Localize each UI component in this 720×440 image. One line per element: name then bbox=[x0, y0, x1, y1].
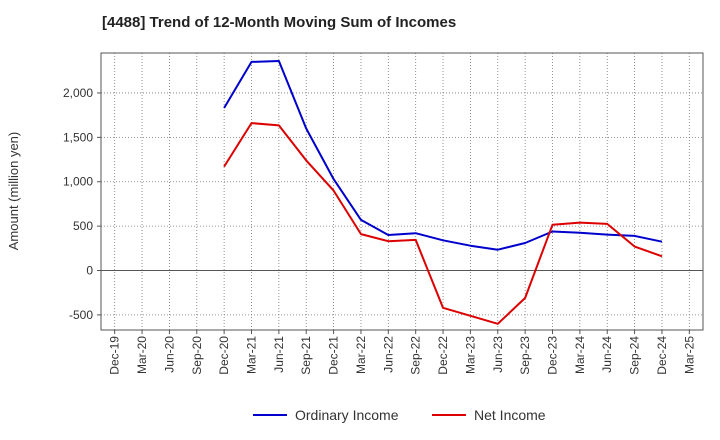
legend: Ordinary Income Net Income bbox=[253, 407, 546, 423]
y-tick-label: 1,500 bbox=[63, 130, 93, 144]
chart-title: [4488] Trend of 12-Month Moving Sum of I… bbox=[102, 14, 457, 31]
x-tick-label: Mar-21 bbox=[245, 336, 259, 374]
x-tick-label: Mar-20 bbox=[135, 336, 149, 374]
y-axis-title: Amount (million yen) bbox=[6, 132, 21, 251]
x-tick-label: Jun-22 bbox=[381, 336, 395, 373]
x-tick-label: Jun-20 bbox=[162, 336, 176, 373]
x-tick-label: Jun-21 bbox=[272, 336, 286, 373]
x-tick-label: Mar-23 bbox=[463, 336, 477, 374]
x-tick-label: Dec-24 bbox=[655, 336, 669, 375]
x-tick-label: Sep-22 bbox=[409, 336, 423, 375]
plot-area bbox=[101, 53, 703, 330]
x-tick-label: Dec-20 bbox=[217, 336, 231, 375]
x-tick-label: Mar-24 bbox=[573, 336, 587, 374]
plot-frame bbox=[100, 52, 704, 331]
y-tick-label: 0 bbox=[86, 264, 93, 278]
x-tick-labels: Dec-19 Mar-20 Jun-20 Sep-20 Dec-20 Mar-21 Jun-… bbox=[108, 330, 696, 375]
x-tick-label: Sep-23 bbox=[518, 336, 532, 375]
y-tick-label: 1,000 bbox=[63, 175, 93, 189]
x-tick-label: Sep-24 bbox=[628, 336, 642, 375]
x-tick-label: Dec-22 bbox=[436, 336, 450, 375]
x-tick-label: Dec-19 bbox=[108, 336, 122, 375]
x-tick-label: Mar-25 bbox=[682, 336, 696, 374]
legend-label: Ordinary Income bbox=[295, 407, 399, 423]
x-tick-label: Sep-21 bbox=[299, 336, 313, 375]
x-tick-label: Dec-23 bbox=[546, 336, 560, 375]
x-tick-label: Jun-23 bbox=[491, 336, 505, 373]
x-tick-label: Jun-24 bbox=[600, 336, 614, 373]
y-tick-label: 2,000 bbox=[63, 86, 93, 100]
legend-label: Net Income bbox=[474, 407, 546, 423]
y-tick-labels: -500 0 500 1,000 1,500 2,000 bbox=[63, 86, 101, 322]
y-tick-label: 500 bbox=[73, 219, 93, 233]
x-tick-label: Dec-21 bbox=[327, 336, 341, 375]
x-tick-label: Sep-20 bbox=[190, 336, 204, 375]
y-tick-label: -500 bbox=[69, 308, 93, 322]
series-lines bbox=[223, 60, 663, 325]
x-tick-label: Mar-22 bbox=[354, 336, 368, 374]
